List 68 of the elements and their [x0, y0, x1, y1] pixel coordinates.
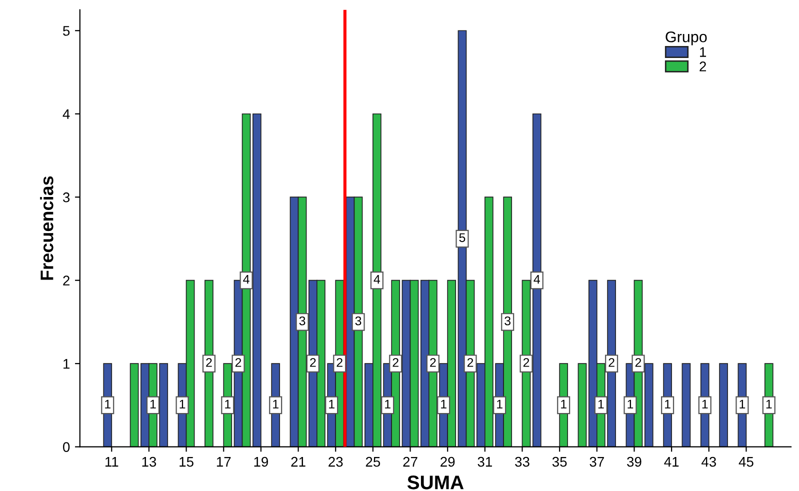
data-label: 2	[235, 358, 242, 367]
data-label: 1	[385, 400, 390, 408]
data-label: 2	[206, 358, 212, 367]
x-tick-label: 21	[291, 456, 306, 467]
x-tick-label: 27	[403, 456, 418, 467]
x-tick-label: 11	[105, 457, 118, 467]
x-tick-label: 15	[180, 457, 194, 467]
bar	[578, 363, 587, 447]
legend-label: 1	[700, 47, 706, 57]
data-label: 1	[150, 400, 156, 408]
y-axis-title: Frecuencias	[40, 176, 54, 280]
x-tick-label: 35	[552, 456, 567, 467]
data-label: 1	[497, 400, 502, 408]
data-label: 1	[665, 400, 670, 408]
x-tick-label: 33	[515, 456, 530, 467]
data-label: 3	[504, 316, 511, 326]
x-tick-label: 23	[328, 456, 343, 467]
x-tick-label: 37	[590, 456, 604, 467]
x-tick-label: 19	[254, 456, 268, 467]
bar	[719, 363, 728, 447]
data-label: 2	[310, 358, 316, 367]
data-label: 2	[392, 358, 398, 367]
y-tick-label: 4	[62, 109, 70, 119]
data-label: 2	[430, 358, 436, 367]
x-tick-label: 41	[664, 457, 679, 467]
y-tick-label: 3	[62, 192, 70, 202]
x-tick-label: 29	[440, 456, 455, 467]
data-label: 1	[628, 400, 634, 408]
x-axis-title: SUMA	[407, 476, 464, 490]
data-label: 1	[561, 400, 566, 408]
data-label: 3	[355, 316, 362, 326]
data-label: 1	[329, 400, 334, 408]
data-label: 2	[336, 358, 342, 367]
data-label: 1	[225, 400, 230, 408]
x-tick-label: 13	[142, 456, 156, 467]
data-label: 2	[608, 358, 614, 367]
data-label: 3	[299, 316, 306, 326]
bar	[682, 363, 691, 447]
data-label: 2	[523, 358, 530, 367]
data-label: 1	[766, 400, 772, 408]
data-label: 1	[180, 400, 186, 408]
data-label: 5	[459, 233, 466, 242]
x-tick-label: 39	[627, 456, 642, 467]
data-label: 1	[105, 400, 110, 408]
bar	[130, 363, 139, 447]
x-tick-label: 17	[216, 457, 231, 467]
data-label: 2	[467, 358, 474, 367]
y-tick-label: 0	[62, 442, 70, 452]
data-label: 1	[598, 400, 604, 408]
y-tick-label: 5	[63, 26, 70, 36]
data-label: 4	[534, 274, 540, 284]
data-label: 1	[702, 400, 708, 408]
bar	[252, 113, 262, 447]
x-tick-label: 31	[478, 456, 492, 467]
x-tick-label: 43	[701, 456, 716, 467]
data-label: 4	[374, 274, 380, 284]
data-label: 1	[441, 400, 446, 408]
y-tick-label: 2	[63, 276, 70, 286]
data-label: 2	[635, 358, 642, 367]
x-tick-label: 25	[366, 456, 380, 467]
legend-label: 2	[700, 62, 706, 72]
bar	[644, 363, 654, 447]
y-tick-label: 1	[64, 359, 70, 369]
data-label: 1	[273, 400, 278, 408]
legend-title: Grupo	[666, 31, 707, 46]
x-tick-label: 45	[738, 457, 754, 467]
data-label: 1	[740, 400, 746, 408]
data-label: 4	[243, 274, 250, 284]
